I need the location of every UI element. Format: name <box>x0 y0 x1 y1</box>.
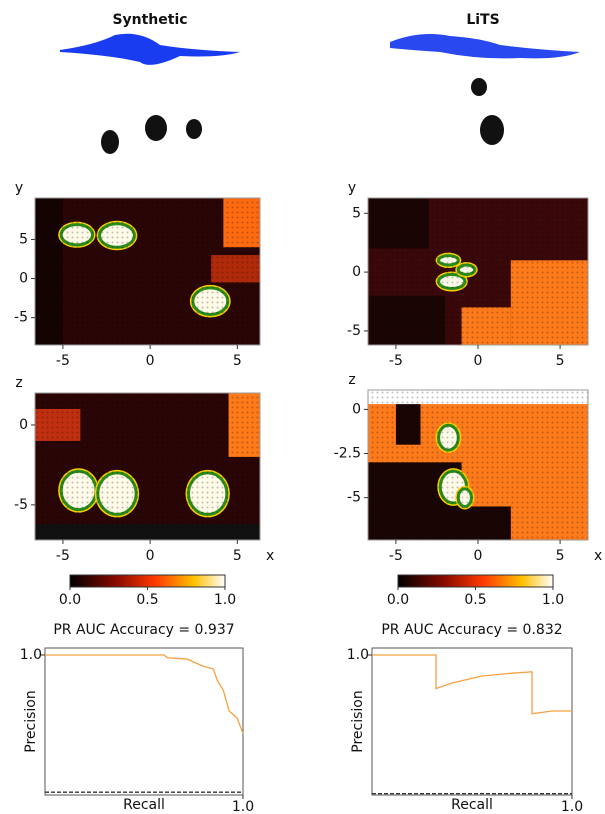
chart-title: PR AUC Accuracy = 0.937 <box>53 622 234 638</box>
dot-texture <box>368 390 588 540</box>
x-tick-label: 1.0 <box>561 799 583 814</box>
x-tick-label: 1.0 <box>542 592 564 608</box>
y-tick-label: -5 <box>14 497 28 513</box>
y-tick-label: 0 <box>352 264 361 280</box>
x-tick-label: -5 <box>389 548 403 564</box>
x-tick-label: -5 <box>389 353 403 369</box>
x-tick-label: 5 <box>233 548 242 564</box>
x-tick-label: 0.0 <box>387 592 409 608</box>
y-tick-label: -2.5 <box>334 446 361 462</box>
y-axis-label: z <box>15 375 22 391</box>
y-axis-label: Precision <box>23 690 39 752</box>
x-tick-label: -5 <box>56 548 70 564</box>
colorbar <box>398 575 553 587</box>
y-tick-label: -5 <box>347 323 361 339</box>
column-title: LiTS <box>466 12 499 28</box>
render-lits <box>390 34 580 145</box>
x-axis-label: Recall <box>451 797 493 813</box>
y-axis-label: Precision <box>350 690 366 752</box>
x-axis-label: Recall <box>123 797 165 813</box>
x-tick-label: 5 <box>233 353 242 369</box>
x-tick-label: 1.0 <box>214 592 236 608</box>
x-tick-label: 0.0 <box>59 592 81 608</box>
y-tick-label: 5 <box>352 205 361 221</box>
y-axis-label: y <box>15 180 23 196</box>
x-tick-label: 0 <box>146 548 155 564</box>
x-axis-label: x <box>266 548 274 564</box>
x-tick-label: 0 <box>146 353 155 369</box>
y-tick-label: 0 <box>19 417 28 433</box>
x-tick-label: 0.5 <box>136 592 158 608</box>
pr-curve <box>372 655 572 714</box>
y-tick-label: 1.0 <box>347 647 369 663</box>
pr-curve <box>45 655 243 733</box>
y-tick-label: 1.0 <box>20 647 42 663</box>
y-tick-label: -5 <box>347 490 361 506</box>
y-axis-label: z <box>348 372 355 388</box>
render-synthetic <box>60 34 240 154</box>
dot-texture <box>368 198 588 345</box>
x-tick-label: 5 <box>556 353 565 369</box>
x-axis-label: x <box>594 548 602 564</box>
y-tick-label: 0 <box>352 401 361 417</box>
x-tick-label: 0 <box>474 548 483 564</box>
dot-texture <box>35 198 260 345</box>
x-tick-label: 0.5 <box>464 592 486 608</box>
chart-title: PR AUC Accuracy = 0.832 <box>381 622 562 638</box>
x-tick-label: -5 <box>56 353 70 369</box>
x-tick-label: 1.0 <box>232 799 254 814</box>
y-axis-label: y <box>348 180 356 196</box>
y-tick-label: 0 <box>19 271 28 287</box>
frame <box>372 648 572 795</box>
dot-texture <box>35 393 260 540</box>
figure: Synthetic LiTS -5 0 5 5 0 -5 y -5 0 5 0 -5 z x -5 0 5 5 0 -… <box>0 0 605 814</box>
x-tick-label: 5 <box>556 548 565 564</box>
colorbar <box>70 575 225 587</box>
y-tick-label: -5 <box>14 310 28 326</box>
y-tick-label: 5 <box>19 231 28 247</box>
x-tick-label: 0 <box>474 353 483 369</box>
column-title: Synthetic <box>112 12 187 28</box>
